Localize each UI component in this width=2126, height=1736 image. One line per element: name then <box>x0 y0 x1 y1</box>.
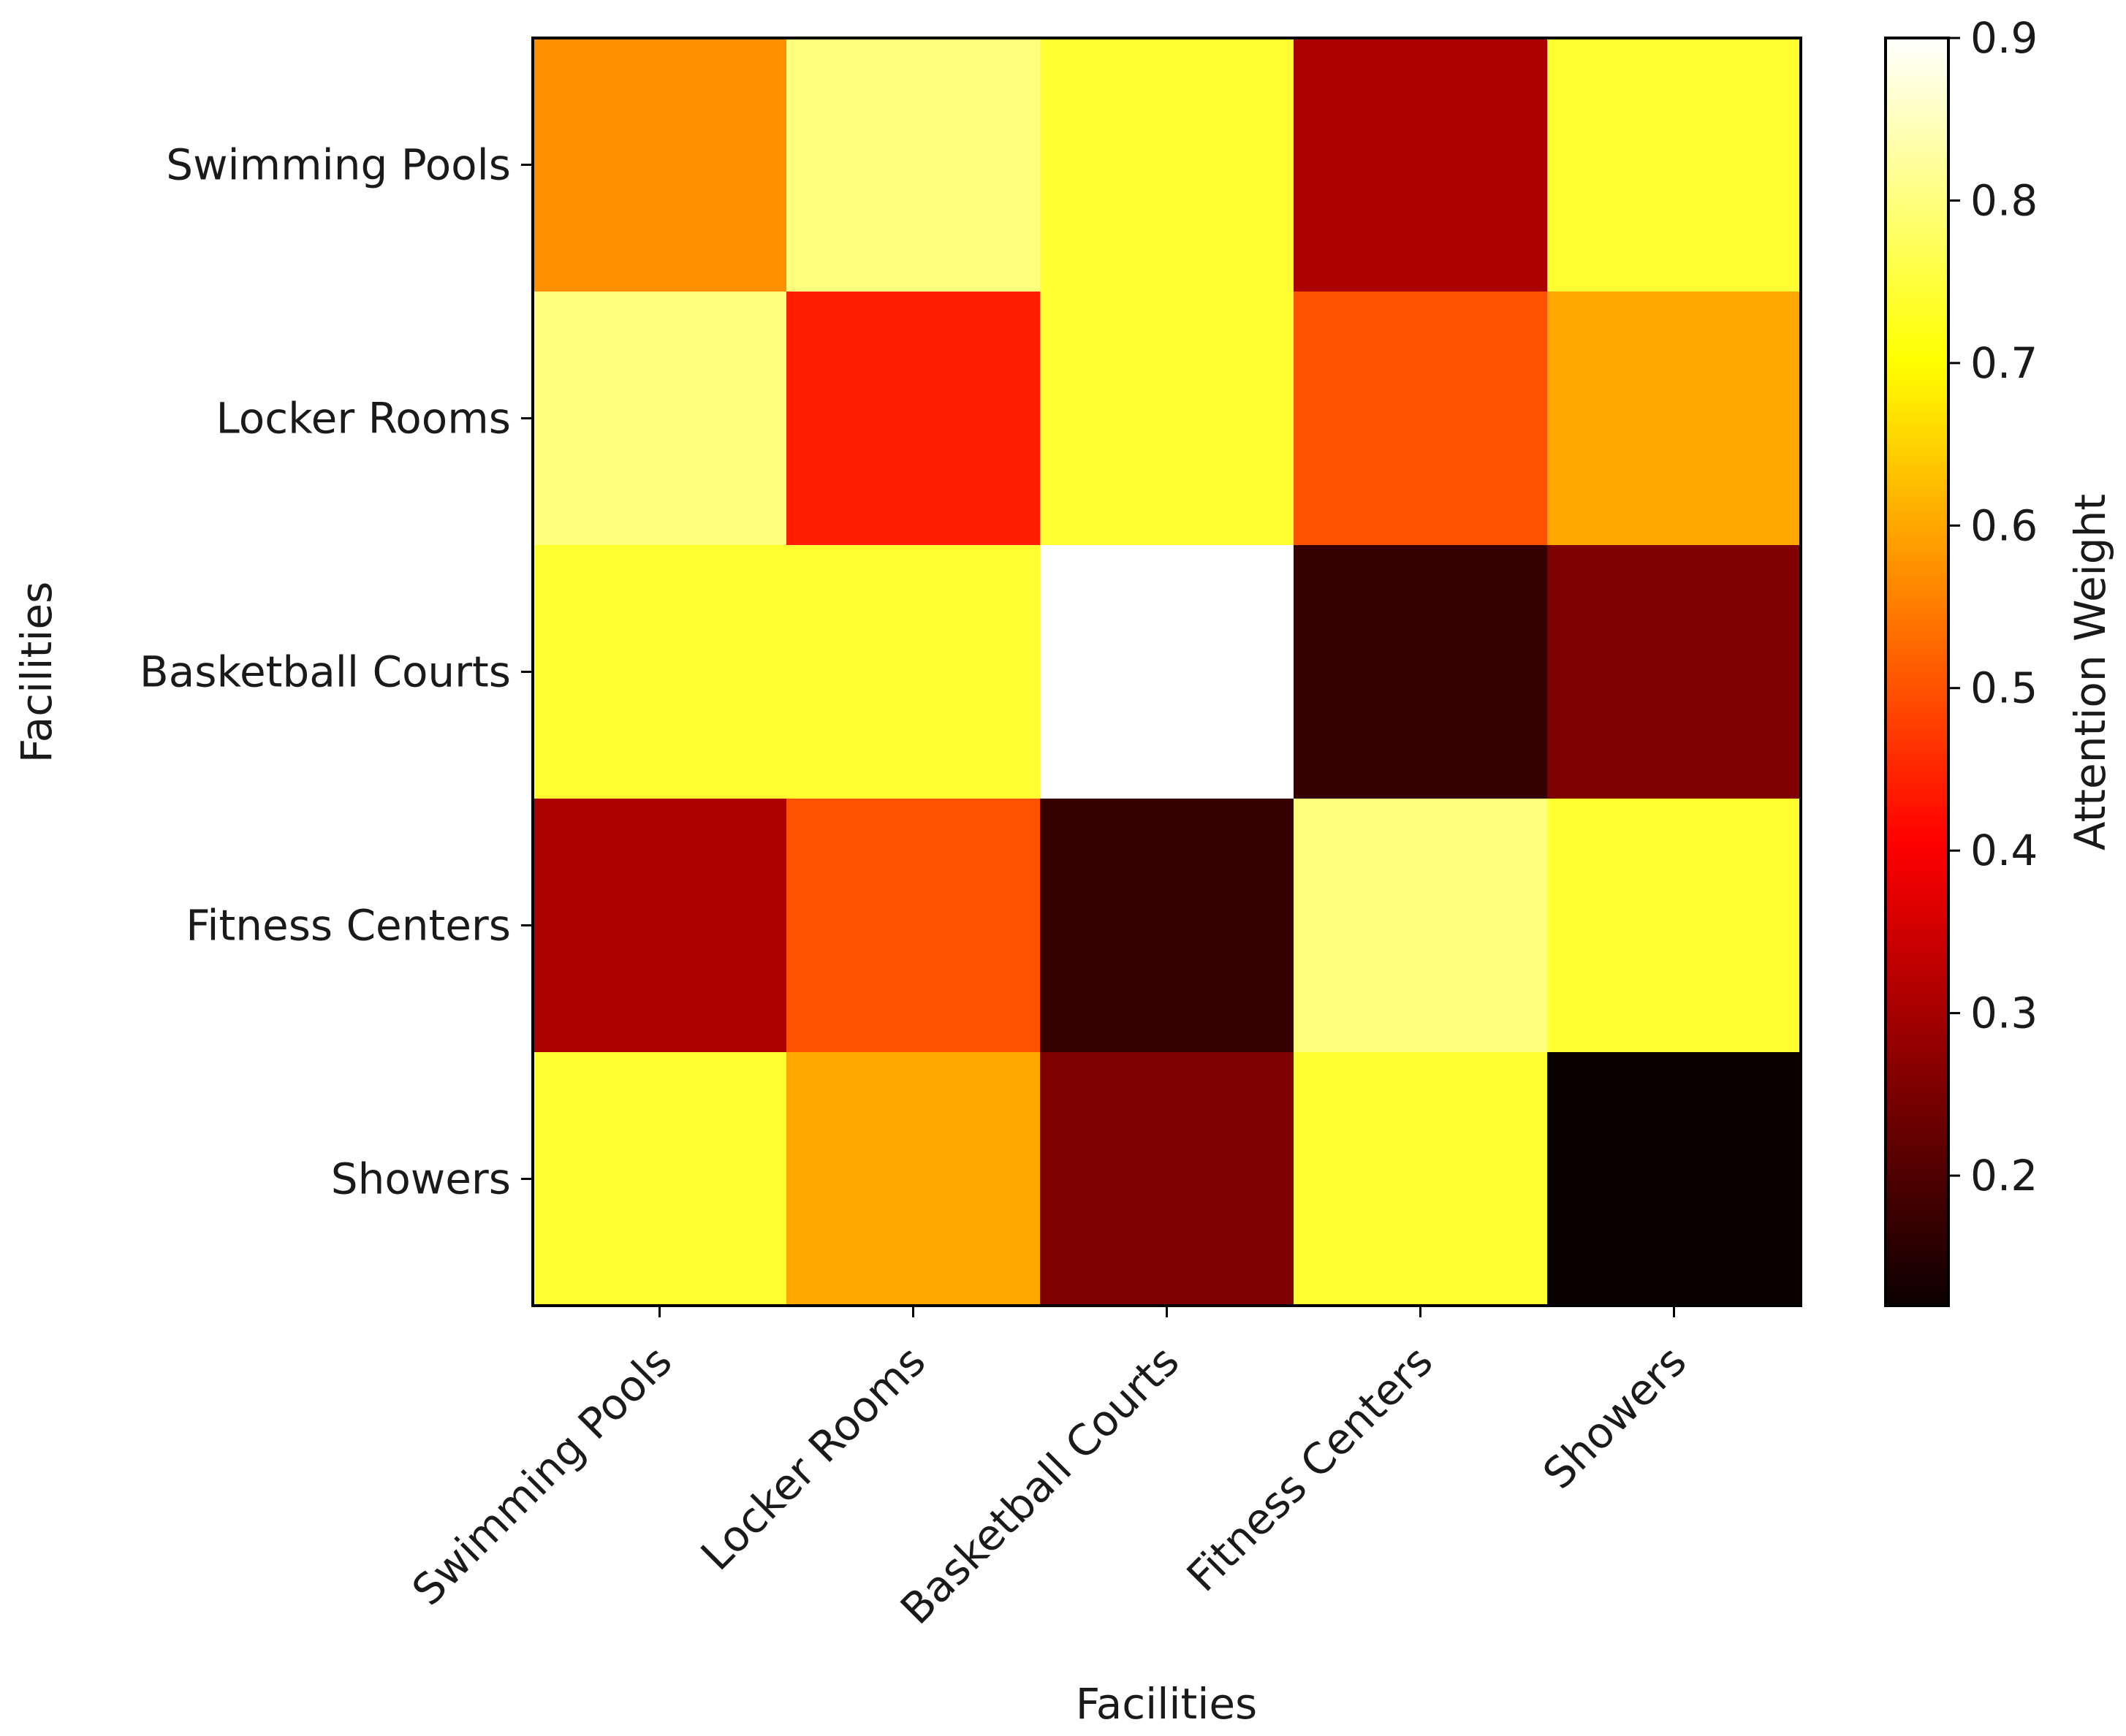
heatmap-cell <box>1294 545 1548 799</box>
heatmap-cell <box>1547 545 1802 799</box>
heatmap-cell <box>1040 38 1294 292</box>
x-tick-label: Locker Rooms <box>691 1336 935 1580</box>
y-axis-label: Facilities <box>12 582 61 764</box>
colorbar: 0.2 0.3 0.4 0.5 0.6 0.7 0.8 0.9 Attention Weigh… <box>1884 13 2115 1307</box>
colorbar-tick-label: 0.4 <box>1970 826 2038 875</box>
y-tick-label: Basketball Courts <box>140 647 511 697</box>
heatmap-cell <box>1040 799 1294 1053</box>
x-tick-label: Fitness Centers <box>1177 1336 1443 1602</box>
y-tick-label: Locker Rooms <box>216 394 511 443</box>
x-tick-label: Swimming Pools <box>403 1336 682 1615</box>
x-tick-label: Showers <box>1533 1336 1696 1499</box>
heatmap-cells <box>533 38 1802 1306</box>
heatmap-cell <box>533 799 787 1053</box>
heatmap-cell <box>1040 1052 1294 1306</box>
heatmap-cell <box>1040 292 1294 546</box>
colorbar-tick-label: 0.6 <box>1970 500 2038 550</box>
colorbar-tick-label: 0.7 <box>1970 338 2038 388</box>
colorbar-tick-label: 0.9 <box>1970 13 2038 63</box>
y-tick-label: Swimming Pools <box>166 140 511 190</box>
heatmap-cell <box>786 545 1041 799</box>
heatmap-cell <box>1294 292 1548 546</box>
heatmap-cell <box>533 545 787 799</box>
colorbar-label: Attention Weight <box>2065 494 2115 850</box>
heatmap-cell <box>533 1052 787 1306</box>
x-axis-label: Facilities <box>1076 1679 1258 1729</box>
heatmap-cell <box>1547 799 1802 1053</box>
y-axis-ticks: Swimming Pools Locker Rooms Basketball Cou… <box>140 140 533 1204</box>
y-tick-label: Fitness Centers <box>186 901 511 951</box>
y-tick-label: Showers <box>331 1154 511 1204</box>
heatmap-cell <box>1294 38 1548 292</box>
colorbar-tick-label: 0.3 <box>1970 989 2038 1038</box>
heatmap-cell <box>1547 292 1802 546</box>
heatmap-cell <box>1294 1052 1548 1306</box>
heatmap-cell <box>533 292 787 546</box>
heatmap-cell <box>786 292 1041 546</box>
heatmap-cell <box>1040 545 1294 799</box>
heatmap-cell <box>1294 799 1548 1053</box>
colorbar-ticks: 0.2 0.3 0.4 0.5 0.6 0.7 0.8 0.9 <box>1948 13 2038 1200</box>
heatmap-cell <box>786 38 1041 292</box>
heatmap-cell <box>533 38 787 292</box>
colorbar-tick-label: 0.5 <box>1970 663 2038 713</box>
colorbar-tick-label: 0.2 <box>1970 1151 2038 1200</box>
heatmap-cell <box>786 1052 1041 1306</box>
heatmap-cell <box>1547 1052 1802 1306</box>
colorbar-tick-label: 0.8 <box>1970 175 2038 225</box>
heatmap-cell <box>786 799 1041 1053</box>
colorbar-gradient <box>1884 37 1950 1307</box>
x-tick-label: Basketball Courts <box>891 1336 1188 1634</box>
heatmap-cell <box>1547 38 1802 292</box>
